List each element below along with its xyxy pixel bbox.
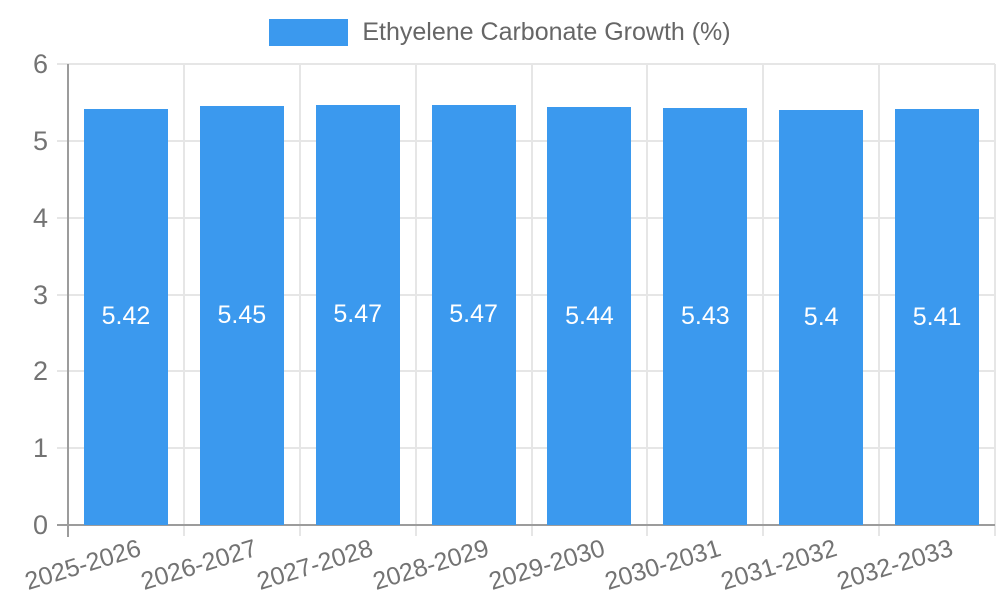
x-axis-line (57, 524, 995, 526)
y-tick-label: 0 (32, 510, 48, 540)
y-tick-label: 4 (32, 202, 48, 233)
bar[interactable]: 5.45 (199, 106, 284, 525)
gridline (646, 64, 649, 525)
bar-value-label: 5.45 (217, 301, 267, 330)
bar-value-label: 5.44 (565, 301, 614, 330)
y-tick-label: 2 (32, 356, 48, 387)
gridline (414, 64, 417, 525)
y-tick-label: 1 (32, 433, 48, 464)
x-tick-label: 2025-2026 (22, 534, 145, 596)
bar[interactable]: 5.4 (779, 110, 864, 525)
tick-mark (182, 525, 185, 536)
x-tick-label: 2032-2033 (833, 534, 956, 596)
bar[interactable]: 5.42 (83, 108, 168, 525)
tick-mark (878, 525, 881, 536)
bar[interactable]: 5.47 (315, 104, 400, 525)
gridline (182, 64, 185, 525)
gridline (878, 64, 881, 525)
bar[interactable]: 5.41 (895, 109, 980, 525)
bar[interactable]: 5.47 (431, 104, 516, 525)
gridline (994, 64, 996, 525)
bar-value-label: 5.43 (680, 301, 730, 330)
chart-legend[interactable]: Ethyelene Carbonate Growth (%) (0, 17, 1000, 47)
tick-mark (57, 63, 68, 65)
gridline (530, 64, 533, 525)
x-tick-label: 2030-2031 (601, 534, 724, 596)
gridline (298, 64, 301, 525)
bar-value-label: 5.4 (803, 303, 839, 332)
tick-mark (530, 525, 533, 536)
bar-value-label: 5.41 (912, 302, 962, 331)
x-tick-label: 2026-2027 (137, 534, 261, 596)
y-tick-label: 5 (32, 125, 48, 156)
y-tick-label: 3 (32, 279, 48, 310)
tick-mark (762, 525, 765, 536)
x-tick-label: 2027-2028 (253, 534, 377, 596)
bar[interactable]: 5.44 (547, 107, 632, 525)
tick-mark (646, 525, 649, 536)
legend-label: Ethyelene Carbonate Growth (%) (362, 18, 731, 46)
x-tick-label: 2028-2029 (369, 534, 493, 596)
tick-mark (414, 525, 417, 536)
tick-mark (57, 139, 68, 142)
x-tick-label: 2029-2030 (485, 534, 609, 596)
tick-mark (57, 447, 68, 450)
bar[interactable]: 5.43 (663, 107, 748, 525)
tick-mark (994, 525, 996, 536)
bar-value-label: 5.47 (333, 300, 383, 329)
x-tick-label: 2031-2032 (717, 534, 840, 596)
bar-value-label: 5.47 (449, 300, 498, 329)
tick-mark (57, 216, 68, 219)
tick-mark (57, 370, 68, 373)
y-tick-label: 6 (32, 49, 48, 79)
gridline (762, 64, 765, 525)
y-axis-line (67, 64, 69, 537)
tick-mark (298, 525, 301, 536)
legend-swatch (269, 18, 349, 46)
bar-value-label: 5.42 (101, 302, 151, 331)
tick-mark (57, 293, 68, 296)
